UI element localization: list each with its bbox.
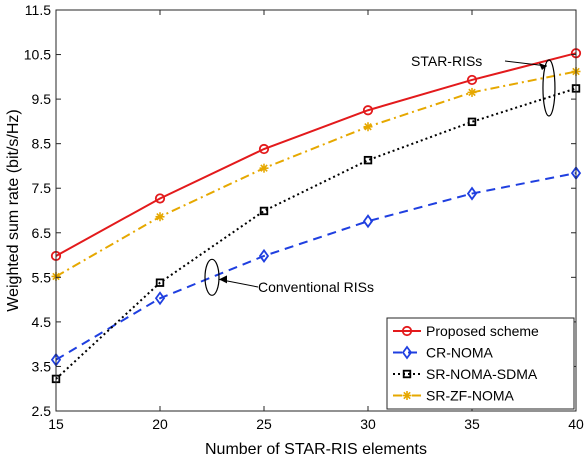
data-point [258,248,270,263]
series-group [50,48,582,384]
y-tick-label: 6.5 [32,225,52,241]
y-tick-label: 2.5 [32,403,52,419]
x-tick-label: 35 [464,416,480,432]
data-point [155,212,165,222]
data-point [363,122,373,132]
y-tick-label: 10.5 [24,47,51,63]
legend-label: SR-ZF-NOMA [426,388,515,404]
data-point [259,163,269,173]
data-point [362,105,374,116]
legend-marker [401,325,413,337]
data-point [154,193,166,204]
x-axis-label: Number of STAR-RIS elements [205,441,427,458]
series-line [55,172,577,361]
legend-label: Proposed scheme [426,323,539,339]
star-riss-arrowhead [538,62,547,70]
y-tick-label: 7.5 [32,180,52,196]
annotations-group: STAR-RISs Conventional RISs [204,53,556,296]
legend-label: CR-NOMA [426,345,494,361]
data-point [363,155,373,165]
series-line [55,70,577,278]
conventional-riss-arrowhead [219,275,227,284]
data-point [258,143,270,155]
star-riss-ellipse [542,59,556,117]
legend-marker [402,391,412,400]
x-tick-label: 40 [568,416,584,432]
y-tick-label: 3.5 [32,358,52,374]
data-point [467,87,477,97]
y-axis-label: Weighted sum rate (bit/s/Hz) [5,109,22,311]
x-tick-label: 25 [256,416,272,432]
data-point [466,186,478,201]
x-tick-label: 30 [360,416,376,432]
y-tick-label: 11.5 [25,2,51,18]
legend-item: SR-ZF-NOMA [393,388,515,404]
legend-marker [401,345,413,360]
data-point [466,74,478,86]
data-point [467,117,477,127]
series-line [55,87,577,380]
y-tick-label: 5.5 [32,269,52,285]
legend-item: SR-NOMA-SDMA [393,366,538,382]
legend: Proposed scheme CR-NOMA SR-NOMA-SDMA SR-ZF-… [386,317,575,410]
data-point [362,214,374,229]
y-tick-label: 8.5 [32,136,52,152]
data-point [154,291,166,306]
conventional-riss-ellipse [204,258,220,296]
ticks-group: 15 20 25 30 35 40 2.5 3.5 4.5 5.5 6.5 7.5 8.5 9.5 10.5… [24,2,584,432]
data-point [259,206,269,216]
legend-marker [402,369,412,379]
annotation-star-riss: STAR-RISs [411,53,482,69]
legend-box [386,317,575,410]
x-tick-label: 15 [48,416,64,432]
legend-item: CR-NOMA [393,345,494,361]
legend-item: Proposed scheme [393,323,539,339]
data-point [155,278,165,287]
series-sr-zf-noma [51,66,581,281]
y-tick-label: 4.5 [32,314,52,330]
y-tick-label: 9.5 [32,91,52,107]
x-tick-label: 20 [152,416,168,432]
legend-label: SR-NOMA-SDMA [426,366,538,382]
plot-frame [55,9,577,412]
annotation-conventional-riss: Conventional RISs [258,279,374,295]
series-line [55,52,577,257]
